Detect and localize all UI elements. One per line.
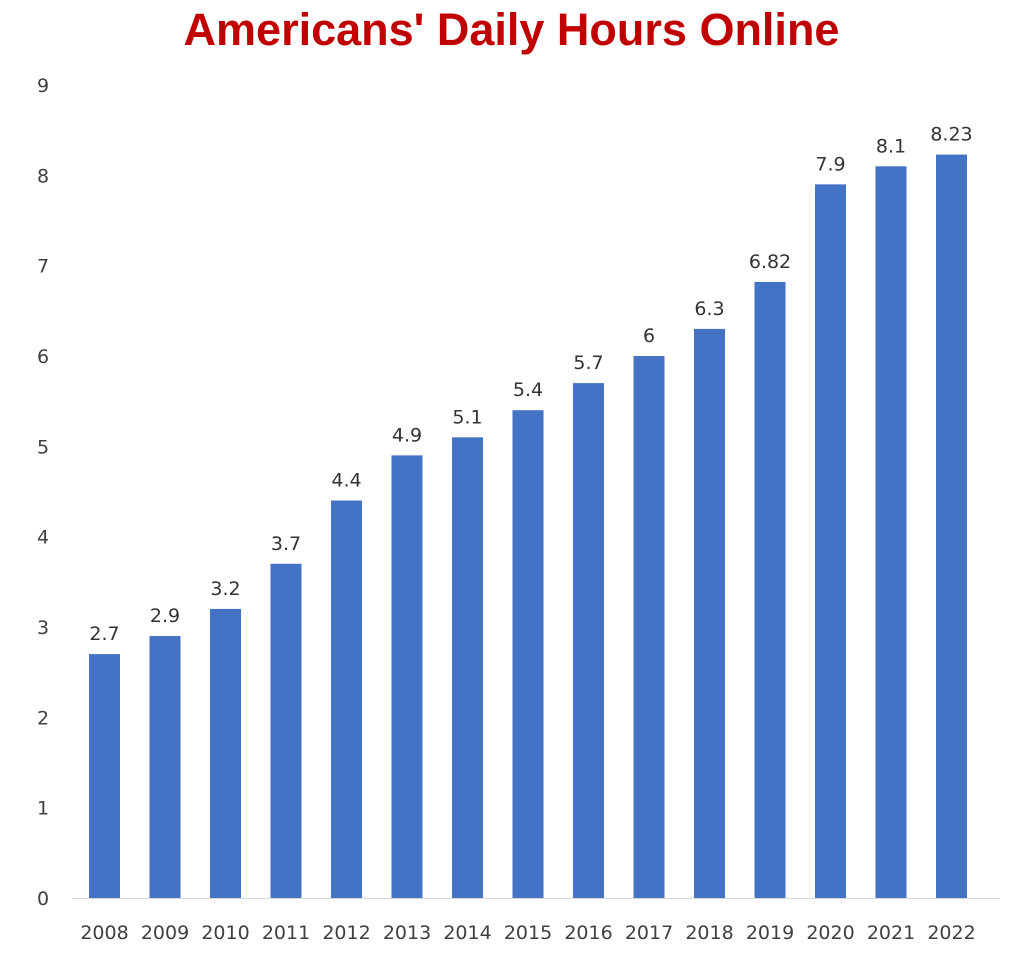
chart-title: Americans' Daily Hours Online	[183, 4, 840, 55]
data-label: 3.7	[271, 533, 301, 555]
data-label: 3.2	[210, 578, 240, 600]
bar	[210, 608, 241, 898]
x-tick-label: 2009	[141, 922, 189, 944]
data-label: 5.1	[452, 406, 482, 428]
x-tick-label: 2019	[746, 922, 794, 944]
data-label: 2.9	[150, 605, 180, 627]
y-tick-label: 8	[37, 165, 49, 187]
data-label: 4.4	[331, 470, 361, 492]
y-tick-label: 2	[37, 707, 49, 729]
data-label: 6.82	[749, 251, 791, 273]
y-tick-label: 7	[37, 256, 49, 278]
x-tick-label: 2014	[443, 922, 491, 944]
x-tick-label: 2010	[201, 922, 249, 944]
y-tick-label: 1	[37, 798, 49, 820]
bar	[815, 184, 846, 898]
x-tick-label: 2021	[867, 922, 915, 944]
data-label: 6	[643, 325, 655, 347]
bar	[391, 455, 423, 898]
bar	[633, 356, 665, 898]
bar	[149, 636, 181, 898]
bar	[875, 166, 907, 899]
x-tick-label: 2022	[927, 922, 975, 944]
x-tick-label: 2018	[685, 922, 733, 944]
x-tick-label: 2008	[80, 922, 128, 944]
y-tick-label: 5	[37, 436, 49, 458]
x-tick-label: 2011	[262, 922, 310, 944]
y-tick-label: 0	[37, 888, 49, 910]
y-tick-label: 4	[37, 527, 49, 549]
x-tick-label: 2013	[383, 922, 431, 944]
bar	[936, 154, 967, 899]
bar	[331, 500, 362, 898]
data-label: 7.9	[815, 153, 845, 175]
y-tick-label: 6	[37, 346, 49, 368]
data-label: 2.7	[89, 623, 119, 645]
data-label: 6.3	[694, 298, 724, 320]
data-label: 5.7	[573, 352, 603, 374]
x-tick-label: 2012	[322, 922, 370, 944]
y-tick-label: 9	[37, 75, 49, 97]
bar	[452, 437, 483, 898]
bar	[89, 654, 120, 898]
x-tick-label: 2016	[564, 922, 612, 944]
bar	[512, 410, 544, 898]
bar	[694, 328, 725, 898]
bar	[754, 281, 786, 899]
data-label: 8.1	[876, 135, 906, 157]
x-tick-label: 2020	[806, 922, 854, 944]
x-tick-label: 2017	[625, 922, 673, 944]
bar	[270, 563, 302, 898]
x-tick-label: 2015	[504, 922, 552, 944]
data-label: 8.23	[930, 124, 972, 146]
data-label: 4.9	[392, 424, 422, 446]
bar	[573, 383, 604, 899]
data-label: 5.4	[513, 379, 543, 401]
y-tick-label: 3	[37, 617, 49, 639]
